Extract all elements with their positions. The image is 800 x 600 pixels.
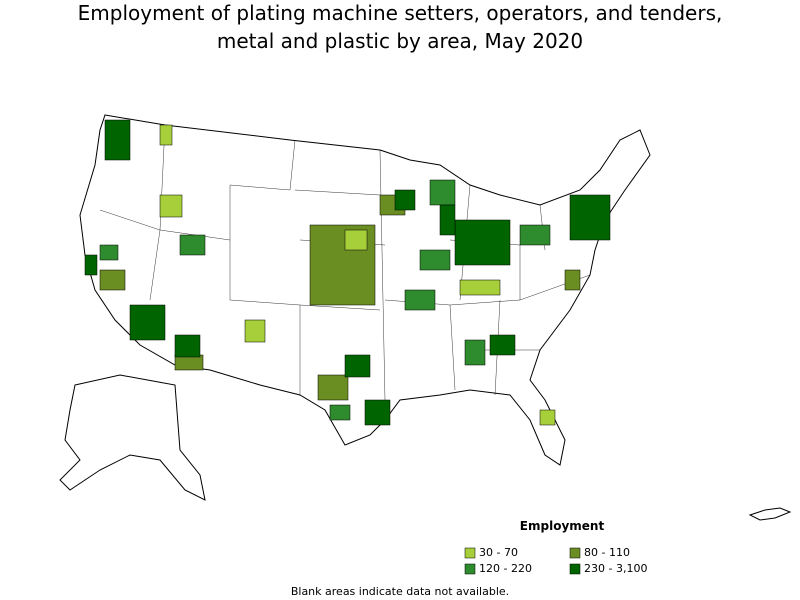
region	[317, 374, 349, 401]
region	[244, 319, 266, 343]
region	[464, 339, 486, 366]
region	[454, 219, 511, 266]
legend-swatch	[569, 547, 581, 559]
legend: 30 - 70 80 - 110 120 - 220 230 - 3,100	[464, 546, 647, 575]
region	[539, 409, 556, 426]
region	[429, 179, 456, 206]
region	[519, 224, 551, 246]
region	[394, 189, 416, 211]
legend-label: 120 - 220	[479, 562, 532, 575]
region	[344, 229, 368, 251]
region	[159, 194, 183, 218]
region	[99, 269, 126, 291]
region	[489, 334, 516, 356]
legend-title: Employment	[520, 519, 605, 533]
region	[419, 249, 451, 271]
region	[104, 119, 131, 161]
footnote: Blank areas indicate data not available.	[291, 585, 509, 598]
region	[159, 124, 173, 146]
map	[59, 114, 792, 521]
region	[344, 354, 371, 378]
hawaii	[748, 507, 792, 521]
region	[84, 254, 98, 276]
title-line: Employment of plating machine setters, o…	[78, 1, 723, 25]
region	[459, 279, 501, 296]
region	[99, 244, 119, 261]
region	[179, 234, 206, 256]
region	[174, 334, 201, 358]
region	[129, 304, 166, 341]
legend-label: 30 - 70	[479, 546, 518, 559]
region	[364, 399, 391, 426]
region	[404, 289, 436, 311]
region	[439, 204, 456, 236]
region	[564, 269, 581, 291]
legend-swatch	[569, 563, 581, 575]
legend-label: 230 - 3,100	[584, 562, 647, 575]
legend-swatch	[464, 547, 476, 559]
legend-swatch	[464, 563, 476, 575]
legend-label: 80 - 110	[584, 546, 630, 559]
alaska	[59, 374, 206, 501]
title-line: metal and plastic by area, May 2020	[217, 29, 583, 53]
region	[569, 194, 611, 241]
region	[329, 404, 351, 421]
